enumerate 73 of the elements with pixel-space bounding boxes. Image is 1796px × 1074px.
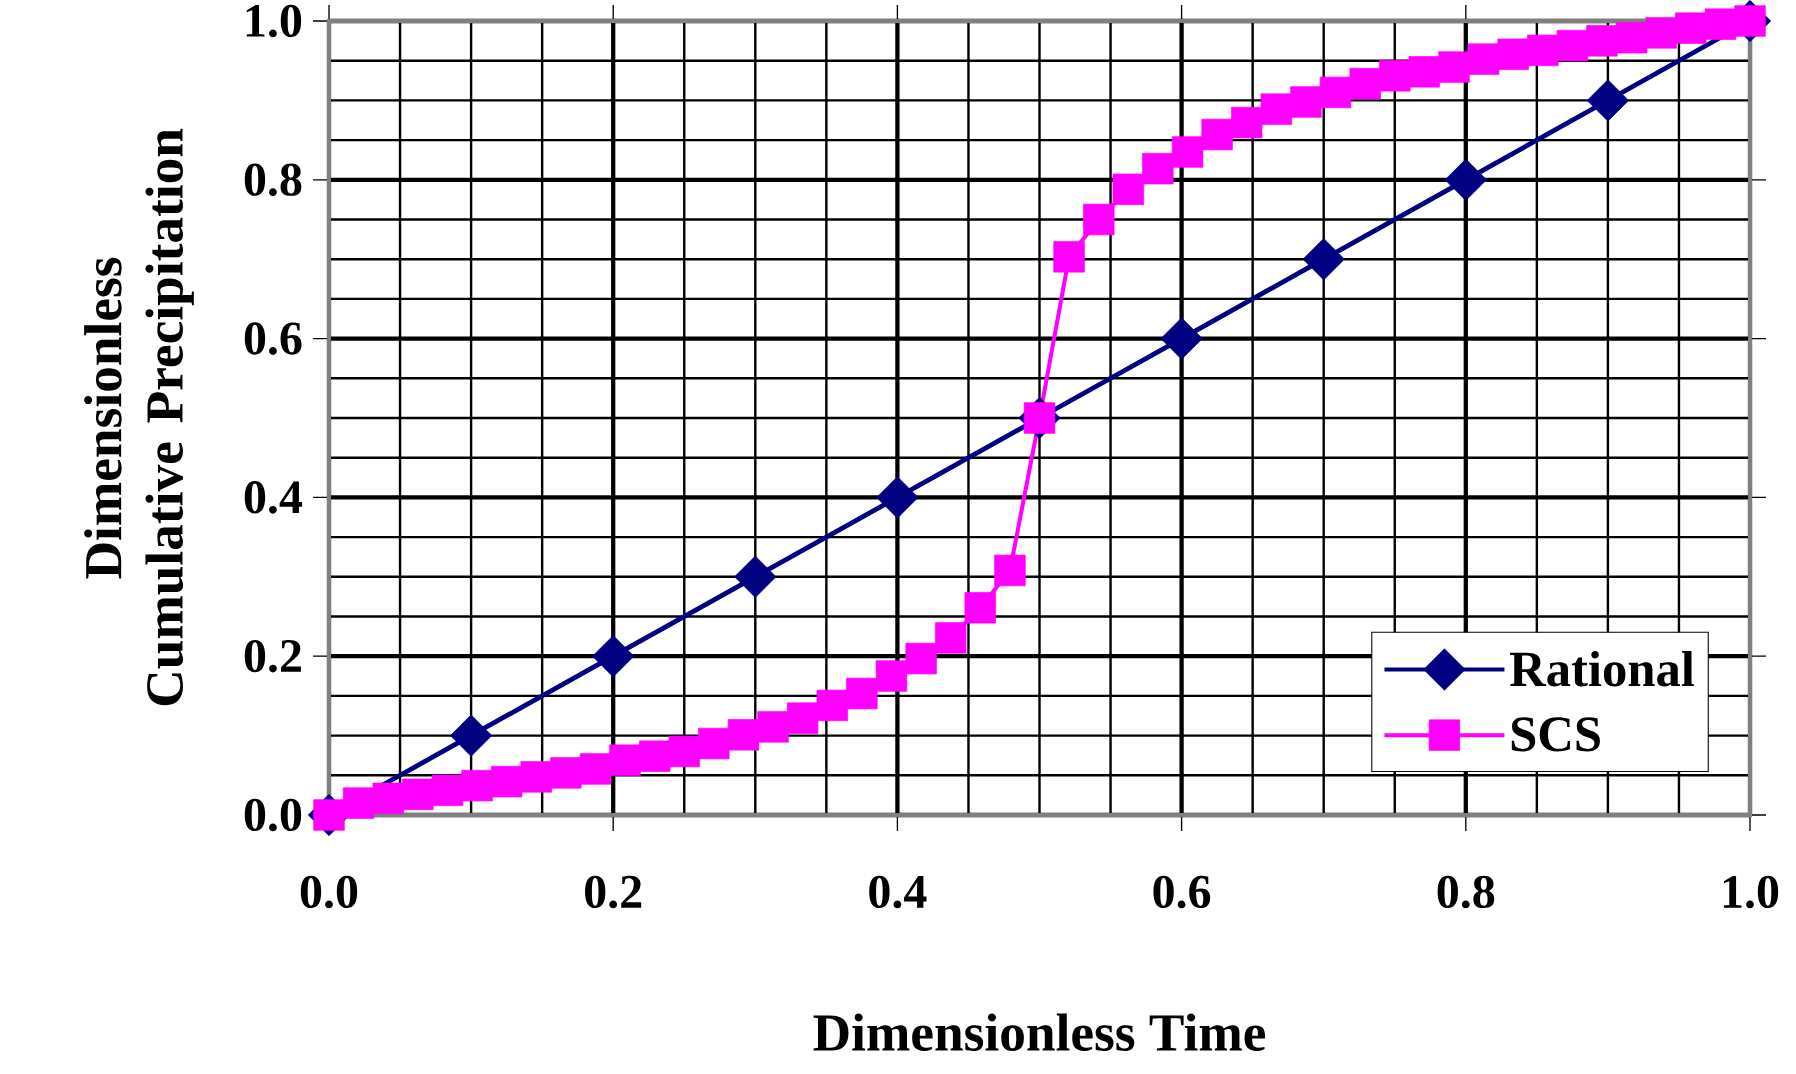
point: [964, 592, 996, 624]
point: [816, 689, 848, 722]
point: [1023, 402, 1056, 434]
point: [1260, 93, 1293, 125]
point: [1438, 51, 1470, 83]
legend-label: SCS: [1511, 717, 1600, 752]
point: [1408, 56, 1440, 88]
point: [313, 799, 345, 831]
point: [1201, 118, 1233, 151]
point: [1349, 68, 1381, 100]
point: [994, 554, 1026, 587]
point: [1083, 203, 1115, 236]
point: [490, 765, 523, 798]
y-tick-label: 0.0: [244, 798, 302, 832]
point: [1290, 86, 1322, 118]
point: [875, 660, 908, 692]
point: [1497, 38, 1529, 71]
point: [734, 555, 777, 598]
point: [1675, 12, 1707, 44]
point: [431, 774, 464, 807]
point: [1556, 29, 1589, 62]
point: [1053, 241, 1085, 273]
point: [876, 476, 919, 519]
x-tick-label: 0.4: [869, 875, 927, 909]
point: [757, 711, 789, 743]
x-tick-label: 0.2: [585, 875, 642, 909]
y-tick-label: 1.0: [246, 4, 302, 38]
legend-label: Rational: [1509, 650, 1695, 687]
point: [342, 787, 375, 819]
point: [1734, 5, 1766, 37]
point: [1379, 60, 1411, 92]
x-tick-label: 0.8: [1437, 875, 1495, 909]
point: [1319, 76, 1352, 109]
y-tick-label: 0.4: [244, 481, 303, 514]
point: [698, 727, 730, 760]
point: [668, 735, 700, 768]
point: [550, 757, 582, 789]
point: [639, 740, 671, 772]
point: [609, 744, 641, 776]
point: [1302, 238, 1345, 281]
x-tick-label: 1.0: [1723, 875, 1779, 909]
point: [1586, 79, 1629, 122]
x-tick-label: 0.0: [300, 875, 358, 909]
y-axis-title: Dimensionless Cumulative Precipitation: [84, 128, 194, 706]
point: [1586, 25, 1618, 57]
point: [579, 753, 612, 785]
point: [1645, 17, 1677, 49]
point: [1112, 173, 1144, 205]
point: [1142, 153, 1174, 185]
point: [372, 782, 404, 814]
x-axis-title: Dimensionless Time: [813, 1013, 1266, 1051]
point: [935, 622, 967, 654]
point: [1527, 34, 1559, 67]
x-tick-label: 0.6: [1153, 875, 1211, 909]
y-tick-label: 0.6: [244, 322, 302, 355]
y-tick-label: 0.2: [244, 639, 301, 673]
point: [450, 714, 493, 757]
point: [1615, 21, 1648, 54]
point: [727, 719, 760, 751]
point: [905, 642, 937, 675]
point: [1467, 43, 1500, 75]
point: [1704, 8, 1737, 40]
point: [1231, 106, 1263, 139]
point: [1171, 136, 1204, 168]
point: [786, 702, 819, 734]
point: [1444, 158, 1487, 201]
point: [520, 761, 552, 793]
point: [1160, 317, 1203, 360]
point: [461, 769, 493, 802]
point: [592, 635, 635, 678]
point: [846, 677, 878, 710]
y-tick-label: 0.8: [244, 163, 302, 197]
point: [402, 778, 434, 811]
